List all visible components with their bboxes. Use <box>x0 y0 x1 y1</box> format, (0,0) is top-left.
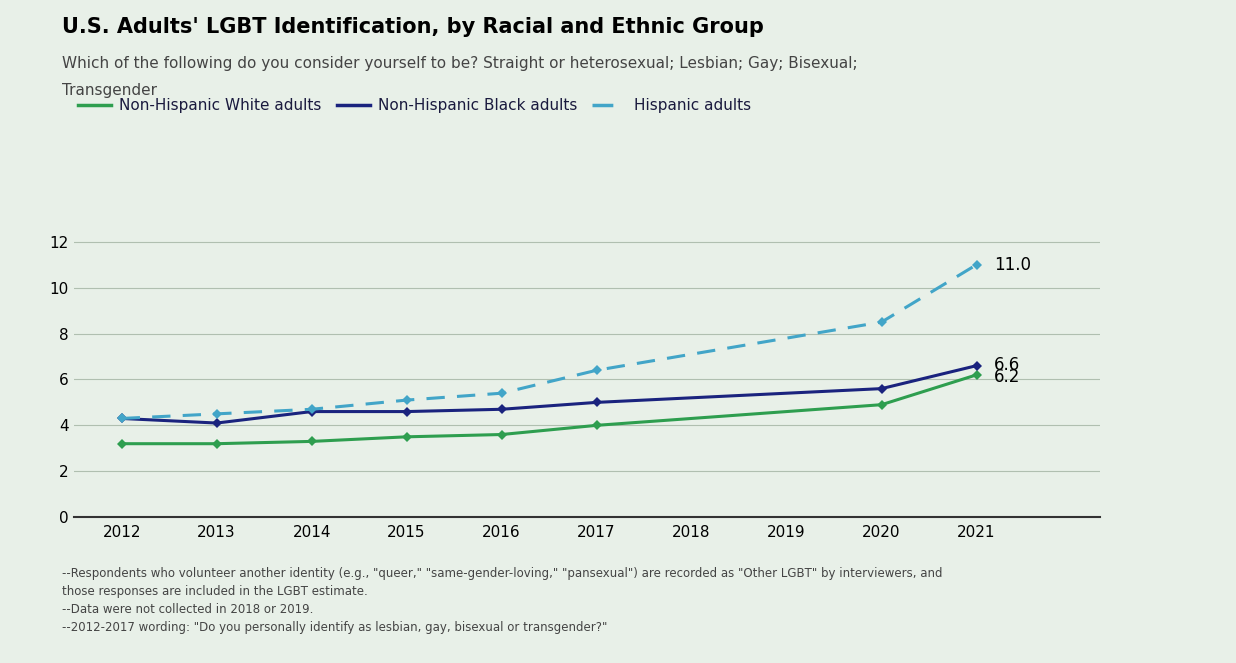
Text: --Respondents who volunteer another identity (e.g., "queer," "same-gender-loving: --Respondents who volunteer another iden… <box>62 567 942 634</box>
Text: 6.6: 6.6 <box>994 355 1020 373</box>
Text: Which of the following do you consider yourself to be? Straight or heterosexual;: Which of the following do you consider y… <box>62 56 858 72</box>
Text: 11.0: 11.0 <box>994 256 1031 274</box>
Text: U.S. Adults' LGBT Identification, by Racial and Ethnic Group: U.S. Adults' LGBT Identification, by Rac… <box>62 17 764 36</box>
Legend: Non-Hispanic White adults, Non-Hispanic Black adults, Hispanic adults: Non-Hispanic White adults, Non-Hispanic … <box>72 92 756 119</box>
Text: Transgender: Transgender <box>62 83 157 98</box>
Text: 6.2: 6.2 <box>994 368 1020 386</box>
